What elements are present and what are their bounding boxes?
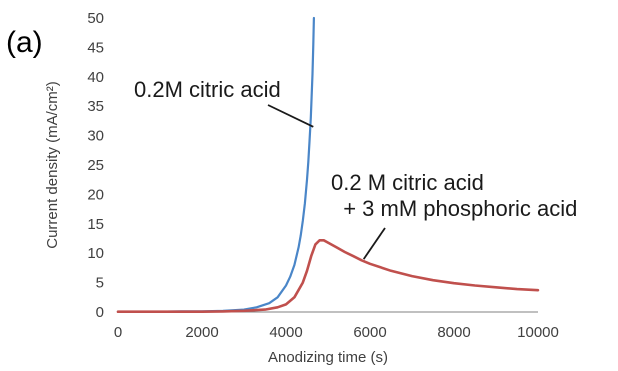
annotation-leader-line [267,104,314,128]
y-axis-ticks: 0 5 10 15 20 25 30 35 40 45 50 [87,10,104,321]
annotations-layer: 0.2M citric acid 0.2 M citric acid + 3 mM… [134,77,577,260]
y-axis-title: Current density (mA/cm²) [44,81,61,249]
x-tick-label: 4000 [269,324,302,341]
annotation-leader-line [362,227,386,260]
x-tick-label: 6000 [353,324,386,341]
y-tick-label: 0 [96,304,104,321]
x-tick-label: 2000 [185,324,218,341]
y-tick-label: 45 [87,39,104,56]
panel-label: (a) [6,26,43,59]
y-tick-label: 20 [87,186,104,203]
x-axis-ticks: 0 2000 4000 6000 8000 10000 [114,324,559,341]
y-tick-label: 30 [87,128,104,145]
series-layer [116,16,540,314]
series-line-citric-acid [116,16,315,313]
x-tick-label: 0 [114,324,122,341]
y-tick-label: 5 [96,275,104,292]
y-tick-label: 25 [87,157,104,174]
y-tick-label: 50 [87,10,104,27]
y-tick-label: 40 [87,69,104,86]
y-tick-label: 35 [87,98,104,115]
y-tick-label: 10 [87,245,104,262]
annotation-citric: 0.2M citric acid [134,77,281,102]
annotation-citric-phosphoric: 0.2 M citric acid + 3 mM phosphoric acid [331,170,577,221]
x-axis-title: Anodizing time (s) [268,349,388,366]
y-tick-label: 15 [87,216,104,233]
x-tick-label: 8000 [437,324,470,341]
x-tick-label: 10000 [517,324,559,341]
series-line-citric-phosphoric [116,239,540,314]
